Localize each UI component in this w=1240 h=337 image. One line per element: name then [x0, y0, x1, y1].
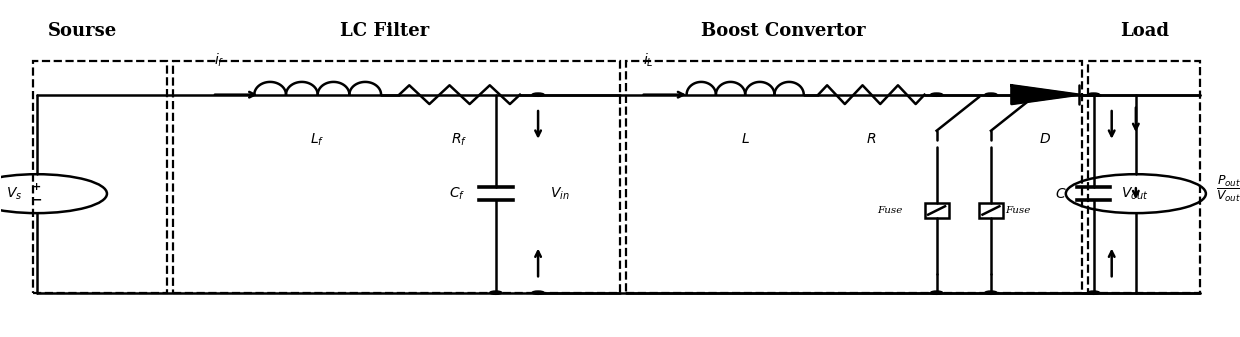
Text: $V_{in}$: $V_{in}$ — [551, 185, 570, 202]
Text: +: + — [32, 182, 42, 192]
Polygon shape — [1012, 85, 1079, 104]
Text: $D$: $D$ — [1039, 131, 1052, 146]
Text: $C_f$: $C_f$ — [449, 185, 466, 202]
Circle shape — [930, 93, 942, 96]
Text: $R_f$: $R_f$ — [451, 131, 467, 148]
Circle shape — [1087, 291, 1100, 294]
Bar — [174, 61, 620, 293]
Circle shape — [985, 291, 997, 294]
Circle shape — [532, 291, 544, 294]
Circle shape — [490, 291, 502, 294]
Text: $C$: $C$ — [1055, 187, 1066, 201]
Bar — [925, 203, 949, 218]
Text: Boost Convertor: Boost Convertor — [701, 22, 866, 40]
Text: $\dfrac{P_{out}}{V_{out}}$: $\dfrac{P_{out}}{V_{out}}$ — [1215, 174, 1240, 204]
Text: $i_f$: $i_f$ — [215, 52, 224, 69]
Text: $i_L$: $i_L$ — [644, 52, 653, 69]
Text: $L$: $L$ — [740, 131, 750, 146]
Text: −: − — [32, 194, 42, 207]
Text: $V_s$: $V_s$ — [6, 185, 22, 202]
Text: Sourse: Sourse — [48, 22, 118, 40]
Text: $R$: $R$ — [867, 131, 877, 146]
Bar — [1087, 61, 1200, 293]
Bar — [33, 61, 167, 293]
Text: Load: Load — [1120, 22, 1169, 40]
Circle shape — [985, 93, 997, 96]
Circle shape — [930, 291, 942, 294]
Text: $L_f$: $L_f$ — [310, 131, 325, 148]
Text: Fuse: Fuse — [1006, 206, 1030, 215]
Circle shape — [532, 93, 544, 96]
Bar — [626, 61, 1081, 293]
Text: $V_{out}$: $V_{out}$ — [1121, 185, 1149, 202]
Circle shape — [1087, 93, 1100, 96]
Text: LC Filter: LC Filter — [340, 22, 429, 40]
Text: Fuse: Fuse — [878, 206, 903, 215]
Bar — [978, 203, 1003, 218]
